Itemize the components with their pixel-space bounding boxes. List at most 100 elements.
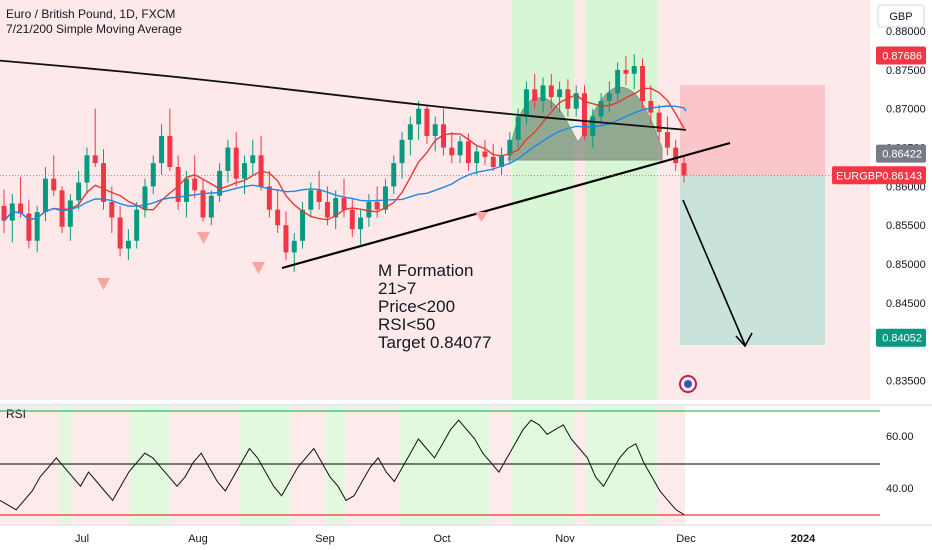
candle[interactable] (250, 139, 256, 175)
candle[interactable] (540, 77, 546, 113)
candle[interactable] (656, 104, 662, 140)
candle[interactable] (532, 73, 538, 109)
sma-21-line (3, 105, 687, 222)
time-tick-label: Oct (433, 533, 450, 545)
time-axis[interactable]: Jul Aug Sep Oct Nov Dec 2024 (75, 533, 816, 545)
candle[interactable] (681, 155, 687, 183)
candle[interactable] (117, 205, 123, 257)
candle[interactable] (125, 229, 131, 261)
candle[interactable] (275, 190, 281, 234)
candle[interactable] (92, 108, 98, 167)
candle-body (333, 198, 339, 218)
price-badge-box (876, 144, 926, 163)
sell-triangle-icon (475, 212, 488, 222)
candle[interactable] (557, 81, 563, 113)
candle[interactable] (341, 178, 347, 218)
currency-label: GBP (889, 11, 912, 23)
candle[interactable] (507, 132, 513, 164)
candle[interactable] (26, 199, 32, 249)
candle[interactable] (474, 146, 480, 175)
candle[interactable] (391, 155, 397, 195)
candle[interactable] (606, 81, 612, 113)
candle[interactable] (217, 163, 223, 202)
candle-body (167, 135, 173, 167)
candle-body (457, 141, 463, 156)
candle[interactable] (109, 186, 115, 234)
candle-body (358, 217, 364, 230)
candle-body (242, 163, 247, 179)
candle-body (374, 201, 380, 210)
candle-body (349, 209, 355, 230)
candle-body (59, 190, 65, 227)
bullish-background (585, 0, 657, 400)
candle[interactable] (300, 201, 306, 249)
indicator-settings-dot (684, 380, 692, 388)
candle[interactable] (548, 73, 554, 109)
candle[interactable] (183, 170, 189, 218)
candle[interactable] (1, 189, 7, 234)
candle[interactable] (407, 116, 413, 156)
candle[interactable] (449, 132, 455, 164)
candle[interactable] (441, 108, 446, 156)
candle[interactable] (590, 108, 596, 148)
candle[interactable] (623, 55, 629, 86)
candle[interactable] (200, 178, 206, 222)
candle[interactable] (631, 54, 637, 90)
price-badge-box (876, 46, 926, 65)
candle-body (673, 147, 679, 164)
candle[interactable] (640, 58, 646, 109)
candle-body (76, 182, 82, 201)
candle[interactable] (192, 155, 198, 199)
chart-subtitle: 7/21/200 Simple Moving Average (6, 22, 182, 36)
candle[interactable] (573, 85, 579, 117)
candle[interactable] (615, 62, 621, 101)
candle[interactable] (432, 116, 438, 152)
candle-body (225, 147, 231, 171)
candle-body (1, 205, 7, 221)
candle[interactable] (242, 155, 247, 195)
candle[interactable] (159, 124, 165, 175)
candle[interactable] (664, 116, 670, 156)
candle[interactable] (416, 100, 422, 140)
candle[interactable] (582, 85, 587, 140)
candle[interactable] (283, 211, 289, 261)
candle[interactable] (175, 155, 181, 210)
candle[interactable] (523, 81, 529, 125)
candle[interactable] (358, 209, 364, 245)
candle[interactable] (399, 132, 405, 179)
candle[interactable] (150, 155, 156, 195)
candle[interactable] (142, 178, 148, 218)
candle[interactable] (673, 139, 679, 171)
candle[interactable] (225, 139, 231, 183)
candle[interactable] (67, 194, 73, 241)
candle[interactable] (51, 155, 57, 196)
candle[interactable] (457, 135, 463, 164)
price-tick-label: 0.87500 (886, 65, 926, 77)
candle[interactable] (648, 85, 654, 125)
candle[interactable] (266, 170, 272, 218)
candle-body (523, 89, 529, 117)
candle[interactable] (167, 108, 173, 171)
candle[interactable] (18, 177, 24, 218)
currency-button[interactable] (877, 4, 925, 28)
candle[interactable] (34, 205, 40, 253)
candle[interactable] (208, 190, 214, 226)
candle-body (291, 240, 297, 253)
candle[interactable] (84, 147, 90, 195)
candle-body (324, 201, 330, 218)
candle[interactable] (424, 104, 430, 144)
candle[interactable] (233, 132, 239, 187)
rsi-bullish-background (130, 406, 170, 524)
rsi-title: RSI (6, 407, 26, 421)
candle-body (150, 163, 156, 187)
candle[interactable] (134, 201, 140, 249)
candle[interactable] (349, 198, 355, 237)
candle[interactable] (598, 93, 604, 125)
candle[interactable] (490, 143, 496, 171)
candle[interactable] (482, 139, 488, 165)
price-tick-label: 0.86000 (886, 181, 926, 193)
ascending-trendline[interactable] (281, 141, 731, 270)
candle[interactable] (333, 190, 339, 230)
candle[interactable] (499, 147, 505, 175)
